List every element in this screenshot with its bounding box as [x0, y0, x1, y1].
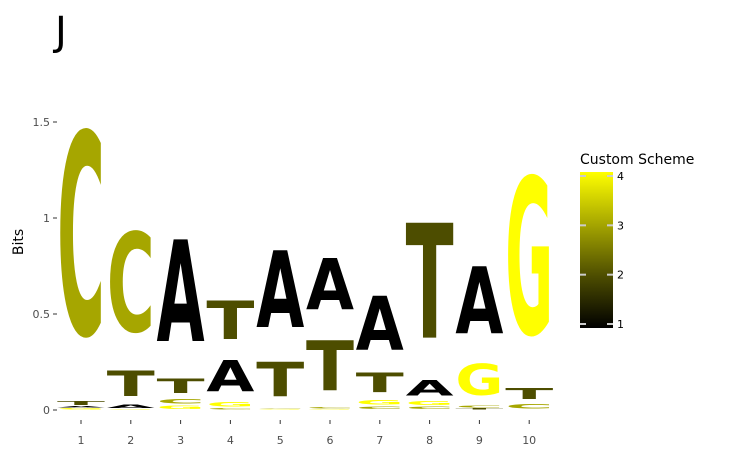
logo-letter-t: T [306, 327, 354, 407]
logo-letter-a: A [57, 406, 105, 408]
logo-letter-t: T [107, 365, 155, 405]
logo-letter-t: T [57, 400, 105, 406]
y-tick-label: 1.5 [33, 116, 51, 129]
legend-label: 3 [617, 219, 624, 232]
x-tick-label: 10 [522, 434, 536, 447]
logo-letter-t: T [157, 375, 205, 398]
y-axis: 0 0.5 1 1.5 [33, 116, 57, 417]
y-tick-label: 1 [43, 212, 50, 225]
logo-letter-g: G [505, 136, 553, 386]
logo-letter-t: T [256, 353, 304, 408]
x-tick-label: 3 [177, 434, 184, 447]
legend-colorbar [580, 172, 613, 328]
logo-letter-c: C [57, 76, 105, 399]
legend: Custom Scheme 1 2 3 4 [580, 152, 694, 331]
x-tick-label: 9 [476, 434, 483, 447]
x-tick-label: 5 [277, 434, 284, 447]
x-tick-label: 1 [78, 434, 85, 447]
legend-label: 1 [617, 318, 624, 331]
logo-letter-t: T [455, 408, 503, 410]
logo-letter-a: A [256, 231, 304, 353]
logo-letter-c: C [505, 402, 553, 410]
logo-letter-c: C [157, 398, 205, 406]
y-tick-label: 0.5 [33, 308, 51, 321]
logo-letter-a: A [107, 404, 155, 409]
logo-letter-g: G [306, 409, 354, 410]
logo-letter-t: T [505, 385, 553, 402]
logo-letter-c: C [107, 206, 155, 364]
logo-letter-t: T [206, 290, 255, 352]
logo-letter-c: C [406, 406, 454, 410]
logo-letter-g: G [356, 398, 404, 406]
x-tick-label: 2 [127, 434, 134, 447]
x-tick-label: 7 [376, 434, 383, 447]
logo-letter-c: C [206, 408, 254, 410]
y-tick-label: 0 [43, 404, 50, 417]
logo-letter-a: A [157, 213, 205, 375]
logo-letter-c: C [356, 406, 404, 410]
logo-letter-a: A [406, 375, 454, 400]
logo-letter-g: G [406, 400, 454, 406]
legend-label: 4 [617, 170, 624, 183]
logo-letter-c: C [306, 407, 354, 409]
x-tick-label: 6 [327, 434, 334, 447]
x-tick-label: 4 [227, 434, 234, 447]
y-axis-title: Bits [11, 229, 27, 255]
logo-letter-a: A [206, 352, 254, 402]
logo-letter-g: G [57, 408, 105, 410]
legend-label: 2 [617, 269, 624, 282]
logo-letter-a: A [356, 283, 404, 369]
logo-letter-a: A [306, 244, 355, 327]
legend-title: Custom Scheme [580, 152, 694, 168]
logo-letter-c: C [455, 405, 503, 408]
logo-letter-g: G [256, 409, 304, 410]
panel-label: J [52, 9, 67, 55]
logo-letter-g: G [455, 356, 503, 406]
logo-letter-g: G [157, 405, 205, 410]
x-axis: 1 2 3 4 5 6 7 8 9 10 [78, 420, 536, 447]
logo-letter-g: G [206, 401, 254, 408]
logo-letter-t: T [356, 368, 404, 399]
x-tick-label: 8 [426, 434, 433, 447]
logo-letter-a: A [455, 249, 503, 356]
logo-letter-c: C [256, 408, 304, 409]
logo-letter-g: G [107, 409, 155, 410]
logo-letter-t: T [406, 192, 454, 375]
